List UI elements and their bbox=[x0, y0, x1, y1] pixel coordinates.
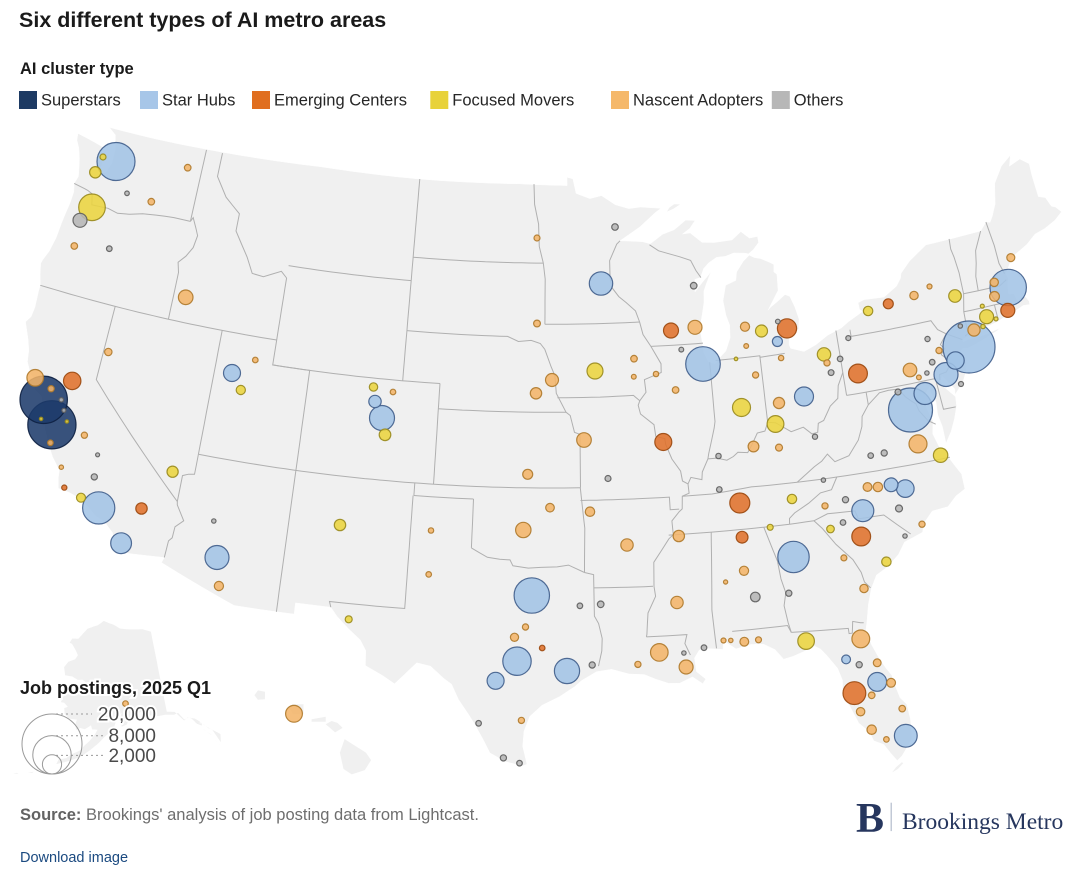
svg-text:8,000: 8,000 bbox=[108, 726, 156, 747]
svg-text:Brookings Metro: Brookings Metro bbox=[902, 809, 1063, 835]
svg-text:20,000: 20,000 bbox=[98, 705, 156, 726]
svg-text:Star Hubs: Star Hubs bbox=[162, 92, 235, 110]
svg-text:Job postings, 2025 Q1: Job postings, 2025 Q1 bbox=[20, 678, 211, 698]
svg-text:AI cluster type: AI cluster type bbox=[20, 60, 134, 78]
svg-text:Focused Movers: Focused Movers bbox=[452, 92, 574, 110]
svg-text:2,000: 2,000 bbox=[108, 746, 156, 767]
svg-text:B: B bbox=[856, 796, 884, 842]
svg-text:Emerging Centers: Emerging Centers bbox=[274, 92, 407, 110]
svg-text:Six different types of AI metr: Six different types of AI metro areas bbox=[19, 8, 386, 32]
svg-text:Download image: Download image bbox=[20, 850, 128, 866]
svg-text:Source: Brookings' analysis of: Source: Brookings' analysis of job posti… bbox=[20, 806, 479, 824]
svg-text:Superstars: Superstars bbox=[41, 92, 121, 110]
svg-text:Nascent Adopters: Nascent Adopters bbox=[633, 92, 763, 110]
svg-text:Others: Others bbox=[794, 92, 844, 110]
